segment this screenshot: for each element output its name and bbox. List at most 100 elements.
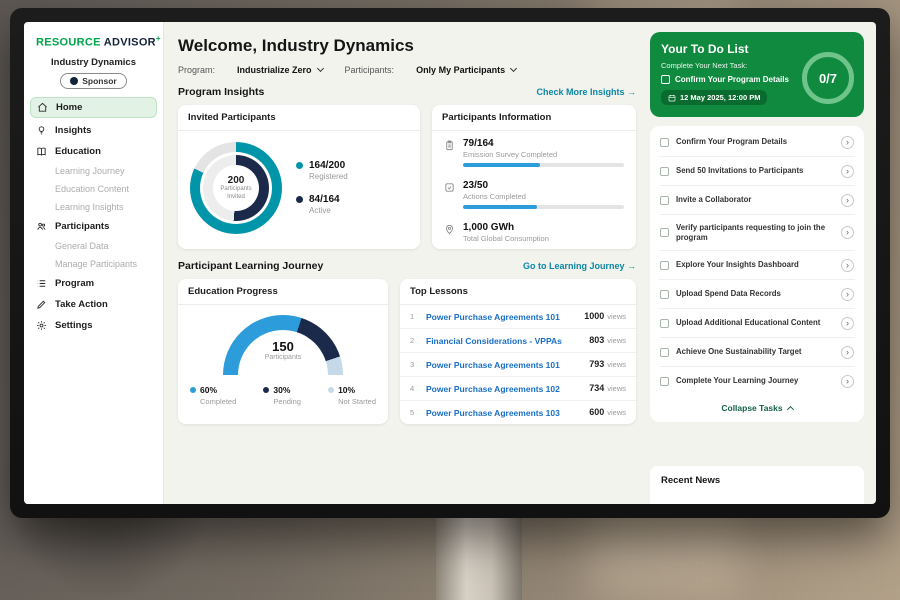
task-row-achieve-target[interactable]: Achieve One Sustainability Target › [659,338,855,368]
arrow-right-icon: → [627,87,636,97]
participants-filter-dropdown[interactable]: Only My Participants [416,64,518,75]
info-row-consumption: 1,000 GWh Total Global Consumption [432,215,636,249]
info-value: 1,000 GWh [463,222,515,233]
task-row-invite-collaborator[interactable]: Invite a Collaborator › [659,186,855,215]
chevron-right-icon[interactable]: › [841,193,854,207]
sidebar-item-manage-participants[interactable]: Manage Participants [55,258,138,269]
chevron-right-icon[interactable]: › [841,164,854,178]
invited-participants-card: Invited Participants 200 Participants In… [178,105,420,249]
task-row-upload-spend-data[interactable]: Upload Spend Data Records › [659,280,855,310]
todo-subtitle: Complete Your Next Task: [661,61,748,70]
go-to-learning-journey-link[interactable]: Go to Learning Journey → [523,261,636,271]
sidebar-item-label: Education [55,145,101,157]
collapse-tasks-button[interactable]: Collapse Tasks [659,395,855,420]
lesson-row: 5 Power Purchase Agreements 103 600 views [400,401,636,424]
sidebar-item-participants[interactable]: Participants [24,216,163,237]
donut-legend: 164/200 Registered 84/164 Active [296,160,348,216]
arrow-right-icon: → [627,261,636,271]
task-row-send-invitations[interactable]: Send 50 Invitations to Participants › [659,157,855,186]
sidebar-item-label: Program [55,277,95,289]
chevron-right-icon[interactable]: › [841,345,854,359]
progress-fill [463,205,538,209]
todo-summary-card: Your To Do List Complete Your Next Task:… [650,32,864,117]
lesson-rank: 1 [410,312,415,321]
todo-next-task[interactable]: Confirm Your Program Details [661,75,811,84]
todo-due-label: 12 May 2025, 12:00 PM [680,93,761,102]
info-label: Total Global Consumption [463,234,549,243]
sidebar-item-learning-journey[interactable]: Learning Journey [55,165,125,176]
sidebar-item-education[interactable]: Education [24,141,163,162]
sidebar-item-label: Take Action [55,298,108,310]
lesson-link[interactable]: Power Purchase Agreements 101 [426,359,560,370]
sidebar-item-insights[interactable]: Insights [24,120,163,141]
checkbox-icon[interactable] [660,166,669,176]
chevron-right-icon[interactable]: › [841,135,854,149]
checkbox-icon[interactable] [660,195,669,205]
gauge-center: 150 Participants [223,339,343,361]
program-insights-header: Program Insights Check More Insights → [178,86,636,98]
monitor-stand [436,512,522,600]
task-row-verify-participants[interactable]: Verify participants requesting to join t… [659,215,855,252]
lesson-views-unit: views [607,408,626,417]
sidebar: RESOURCE ADVISOR+ Industry Dynamics Spon… [24,22,164,504]
chevron-right-icon[interactable]: › [841,226,854,240]
progress-fill [463,163,541,167]
clipboard-icon [446,140,453,151]
chevron-right-icon[interactable]: › [841,374,854,388]
lesson-link[interactable]: Power Purchase Agreements 101 [426,311,560,322]
program-filter-dropdown[interactable]: Industrialize Zero [237,64,324,75]
task-row-confirm-program[interactable]: Confirm Your Program Details › [659,128,855,157]
checkbox-icon[interactable] [660,376,669,386]
lesson-row: 3 Power Purchase Agreements 101 793 views [400,353,636,377]
legend-item: 84/164 Active [296,194,348,216]
checkbox-icon[interactable] [660,347,669,357]
chevron-up-icon [786,406,794,414]
checkbox-icon[interactable] [660,137,669,147]
link-label: Check More Insights [536,87,625,97]
sidebar-item-education-content[interactable]: Education Content [55,183,130,194]
lesson-link[interactable]: Financial Considerations - VPPAs [426,335,562,346]
checkbox-icon[interactable] [660,289,669,299]
chevron-right-icon[interactable]: › [841,258,854,272]
lesson-views: 803 [589,335,605,345]
app-logo: RESOURCE ADVISOR+ [24,30,163,53]
sidebar-item-program[interactable]: Program [24,273,163,294]
gauge-value: 150 [272,339,294,354]
lesson-rank: 4 [410,384,415,393]
sidebar-item-learning-insights[interactable]: Learning Insights [55,201,124,212]
chevron-down-icon [316,64,324,73]
section-title: Participant Learning Journey [178,260,324,272]
legend-dot-completed [190,387,196,393]
participants-filter-label: Participants: [344,65,395,75]
sidebar-item-home[interactable]: Home [30,96,157,118]
donut-center: 200 Participants Invited [213,165,259,211]
logo-plus: + [155,34,161,43]
checkbox-icon[interactable] [660,318,669,328]
link-label: Go to Learning Journey [522,261,625,271]
task-row-complete-learning-journey[interactable]: Complete Your Learning Journey › [659,367,855,395]
lesson-link[interactable]: Power Purchase Agreements 103 [426,407,560,418]
sidebar-item-general-data[interactable]: General Data [55,240,109,251]
checkbox-icon[interactable] [660,228,669,238]
legend-label: Pending [273,397,301,406]
sidebar-item-take-action[interactable]: Take Action [24,294,163,315]
task-row-explore-insights[interactable]: Explore Your Insights Dashboard › [659,251,855,281]
chevron-right-icon[interactable]: › [841,287,854,301]
info-row-emission-survey: 79/164 Emission Survey Completed [432,131,636,173]
lesson-row: 2 Financial Considerations - VPPAs 803 vi… [400,329,636,353]
chevron-right-icon[interactable]: › [841,316,854,330]
card-title: Education Progress [178,279,388,305]
lesson-link[interactable]: Power Purchase Agreements 102 [426,383,560,394]
sidebar-item-settings[interactable]: Settings [24,315,163,336]
task-label: Send 50 Invitations to Participants [676,165,804,175]
checkbox-icon[interactable] [660,260,669,270]
sidebar-item-label: Home [56,101,83,113]
pencil-icon [37,300,46,309]
gauge-label: Participants [264,354,302,361]
task-row-upload-educational-content[interactable]: Upload Additional Educational Content › [659,309,855,339]
lesson-views: 1000 [584,311,605,321]
check-more-insights-link[interactable]: Check More Insights → [536,87,636,97]
checkbox-icon[interactable] [661,75,670,84]
monitor-bezel: RESOURCE ADVISOR+ Industry Dynamics Spon… [10,8,890,518]
program-filter-label: Program: [178,65,216,75]
